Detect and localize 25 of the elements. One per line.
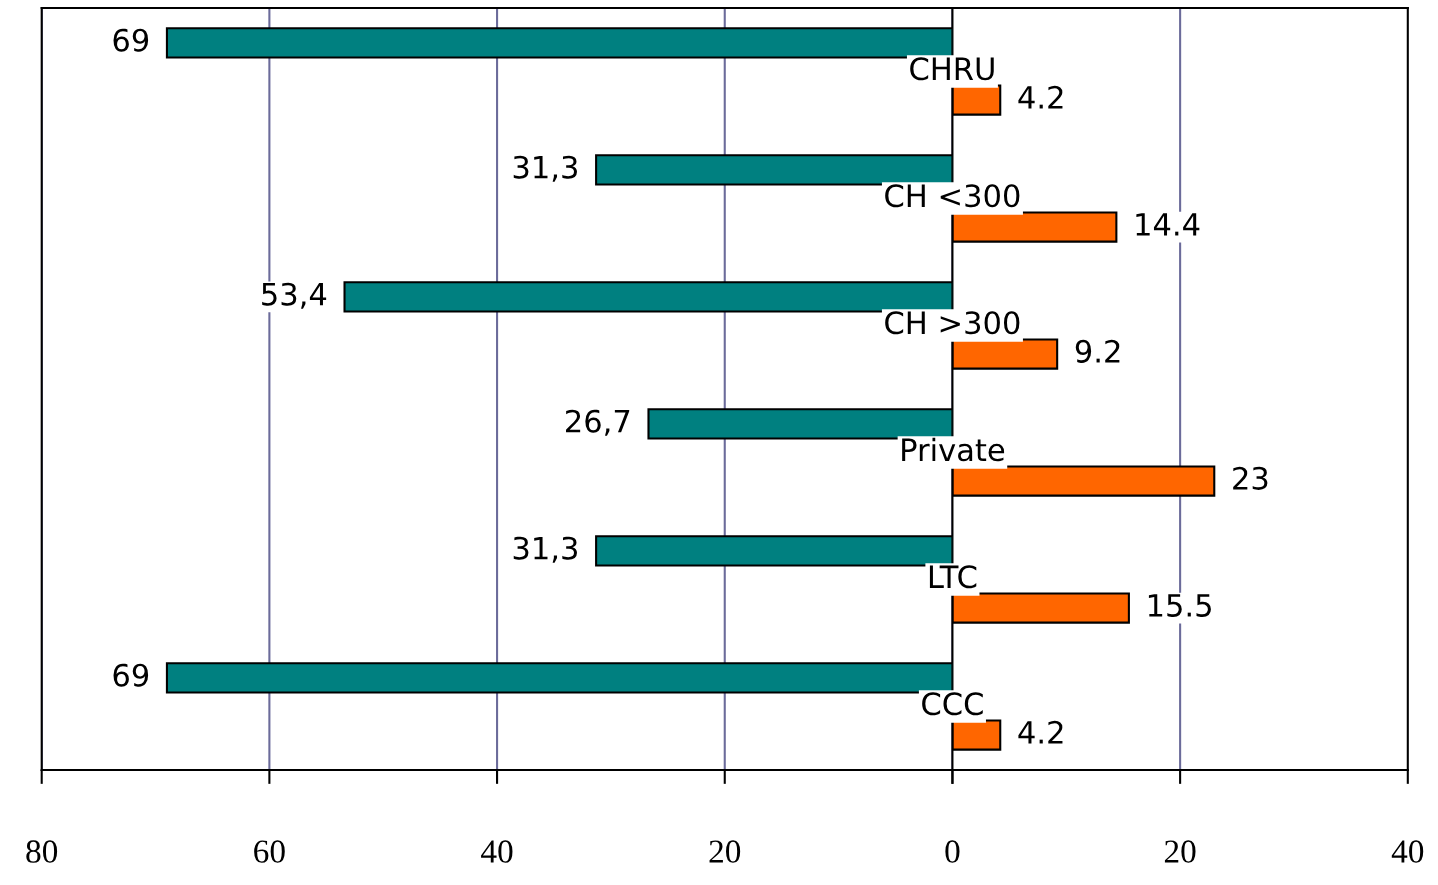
data-label: 4.2 bbox=[1018, 85, 1063, 109]
x-tick-label: 0 bbox=[945, 840, 960, 863]
data-label: 31,3 bbox=[513, 155, 577, 182]
y-tick-label: CCC bbox=[922, 692, 983, 716]
data-label: 15.5 bbox=[1148, 594, 1211, 617]
data-label: 53,4 bbox=[262, 282, 327, 309]
data-label: 9.2 bbox=[1075, 339, 1120, 363]
x-tick-label: 80 bbox=[26, 840, 58, 863]
data-label: 69 bbox=[113, 663, 149, 687]
y-tick-label: CH <300 bbox=[885, 184, 1020, 208]
data-label: 26,7 bbox=[566, 409, 630, 436]
data-label: 4.2 bbox=[1018, 720, 1063, 744]
x-tick-label: 40 bbox=[481, 840, 513, 863]
y-tick-label: LTC bbox=[929, 565, 977, 589]
y-tick-label: CHRU bbox=[910, 57, 994, 81]
x-tick-label: 40 bbox=[1391, 840, 1424, 863]
y-tick-label: CH >300 bbox=[885, 311, 1020, 335]
x-tick-label: 60 bbox=[254, 840, 285, 863]
data-label: 31,3 bbox=[513, 536, 577, 563]
x-tick-label: 20 bbox=[1164, 840, 1196, 863]
data-label: 69 bbox=[113, 28, 149, 52]
y-tick-label: Private bbox=[902, 437, 1005, 462]
x-tick-label: 20 bbox=[709, 840, 741, 863]
data-label: 14.4 bbox=[1136, 213, 1200, 236]
data-label: 23 bbox=[1233, 466, 1268, 490]
